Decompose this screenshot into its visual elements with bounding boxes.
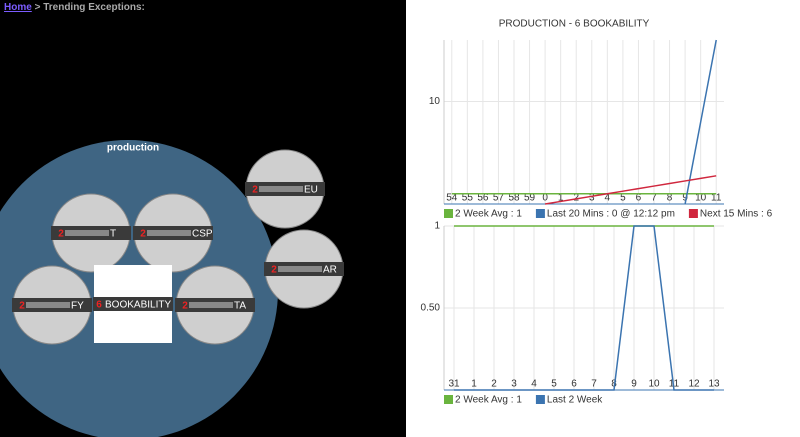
x-tick-label: 11 [711, 193, 722, 204]
legend-label: Next 15 Mins : 6 [700, 209, 773, 220]
y-tick-label: 0.50 [421, 303, 441, 314]
bubble-count: 2 [58, 229, 64, 240]
legend-label: Last 2 Week [547, 395, 603, 406]
bubble-count: 2 [271, 265, 277, 276]
series-line [684, 39, 717, 205]
redaction [65, 230, 109, 236]
home-link[interactable]: Home [4, 2, 32, 13]
bubble-count: 2 [19, 301, 25, 312]
x-tick-label: 31 [448, 379, 460, 390]
legend-swatch [535, 395, 545, 404]
x-tick-label: 55 [462, 193, 474, 204]
bubble-count: 2 [140, 229, 146, 240]
x-tick-label: 10 [648, 379, 660, 390]
x-tick-label: 1 [558, 193, 564, 204]
x-tick-label: 8 [667, 193, 673, 204]
x-tick-label: 12 [688, 379, 700, 390]
x-tick-label: 5 [620, 193, 626, 204]
bubble-name: FY [71, 301, 84, 312]
x-tick-label: 56 [477, 193, 489, 204]
legend-label: Last 20 Mins : 0 @ 12:12 pm [547, 209, 675, 220]
legend-label: 2 Week Avg : 1 [455, 395, 522, 406]
bubble-name: BOOKABILITY [105, 300, 171, 311]
x-tick-label: 9 [631, 379, 637, 390]
x-tick-label: 6 [636, 193, 642, 204]
bubble-count: 6 [96, 300, 102, 311]
redaction [26, 302, 70, 308]
x-tick-label: 2 [491, 379, 497, 390]
x-tick-label: 7 [651, 193, 657, 204]
bubble-bar [93, 297, 173, 311]
bubble-name: TA [234, 301, 246, 312]
redaction [147, 230, 191, 236]
x-tick-label: 57 [493, 193, 505, 204]
bubble-count: 2 [182, 301, 188, 312]
group-label: production [107, 143, 159, 154]
bubble-name: AR [323, 265, 337, 276]
x-tick-label: 11 [669, 379, 680, 390]
redaction [278, 266, 322, 272]
chart-title: PRODUCTION - 6 BOOKABILITY [499, 19, 650, 30]
series-line [544, 175, 717, 205]
legend-swatch [444, 209, 453, 218]
x-tick-label: 58 [508, 193, 520, 204]
x-tick-label: 59 [524, 193, 536, 204]
right-panel [406, 0, 800, 437]
x-tick-label: 4 [531, 379, 537, 390]
legend-swatch [535, 209, 545, 218]
bubble-count: 2 [252, 185, 258, 196]
y-tick-label: 10 [429, 96, 441, 107]
legend-swatch [444, 395, 453, 404]
x-tick-label: 1 [471, 379, 477, 390]
x-tick-label: 3 [589, 193, 595, 204]
bubble-name: EU [304, 185, 318, 196]
x-tick-label: 6 [571, 379, 577, 390]
x-tick-label: 10 [695, 193, 707, 204]
series-line [454, 225, 714, 391]
legend-swatch [688, 209, 698, 218]
x-tick-label: 54 [446, 193, 458, 204]
x-tick-label: 7 [591, 379, 597, 390]
y-tick-label: 1 [434, 221, 440, 232]
x-tick-label: 0 [542, 193, 548, 204]
breadcrumb-trail: > Trending Exceptions: [34, 2, 145, 13]
redaction [259, 186, 303, 192]
bubble-name: T [110, 229, 116, 240]
x-tick-label: 4 [605, 193, 611, 204]
breadcrumb: Home > Trending Exceptions: [4, 2, 145, 13]
bubble-name: CSP [192, 229, 213, 240]
x-tick-label: 3 [511, 379, 517, 390]
x-tick-label: 5 [551, 379, 557, 390]
legend-label: 2 Week Avg : 1 [455, 209, 522, 220]
x-tick-label: 9 [682, 193, 688, 204]
redaction [189, 302, 233, 308]
x-tick-label: 13 [708, 379, 720, 390]
